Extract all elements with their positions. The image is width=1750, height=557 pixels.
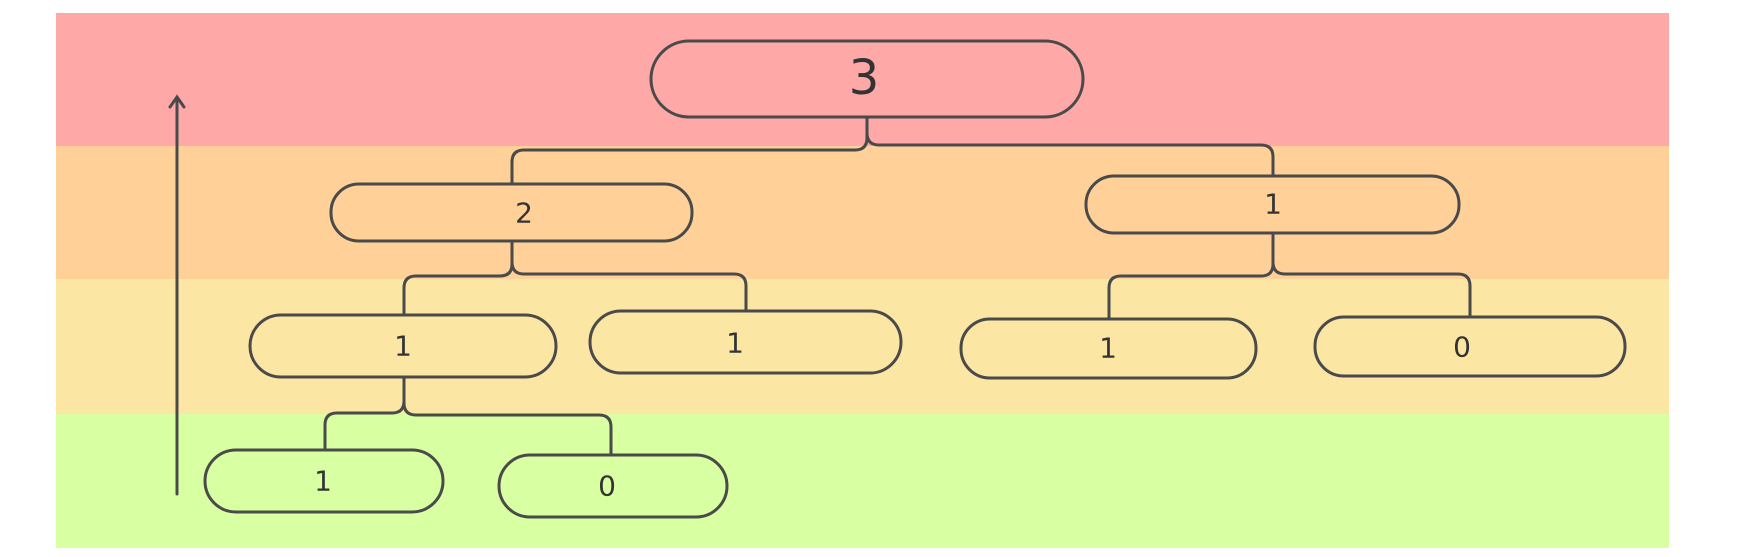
node-value-llr: 0 <box>598 470 616 503</box>
node-value-ll: 1 <box>394 330 412 363</box>
tree-node-root: 3 <box>649 39 1085 119</box>
tree-node-left: 2 <box>329 182 694 243</box>
node-value-right: 1 <box>1264 188 1282 221</box>
node-value-lll: 1 <box>314 465 332 498</box>
tree-node-right: 1 <box>1084 174 1461 235</box>
edge-left-lr <box>510 239 748 312</box>
edge-right-rl <box>1107 231 1275 320</box>
edge-right-rr <box>1271 231 1472 318</box>
edge-left-ll <box>402 239 514 316</box>
node-value-rl: 1 <box>1099 332 1117 365</box>
tree-node-rl: 1 <box>959 317 1258 380</box>
node-value-root: 3 <box>849 50 880 106</box>
tree-node-ll: 1 <box>248 313 558 379</box>
node-value-rr: 0 <box>1453 331 1471 364</box>
edge-root-left <box>510 115 869 184</box>
edge-ll-llr <box>402 375 613 456</box>
tree-node-lll: 1 <box>203 448 445 514</box>
node-value-left: 2 <box>515 197 533 230</box>
tree-node-rr: 0 <box>1313 315 1627 378</box>
arrow-up-icon <box>168 94 186 496</box>
node-value-lr: 1 <box>726 327 744 360</box>
tree-node-lr: 1 <box>588 309 903 375</box>
tree-node-llr: 0 <box>497 453 729 519</box>
edge-root-right <box>865 115 1275 177</box>
